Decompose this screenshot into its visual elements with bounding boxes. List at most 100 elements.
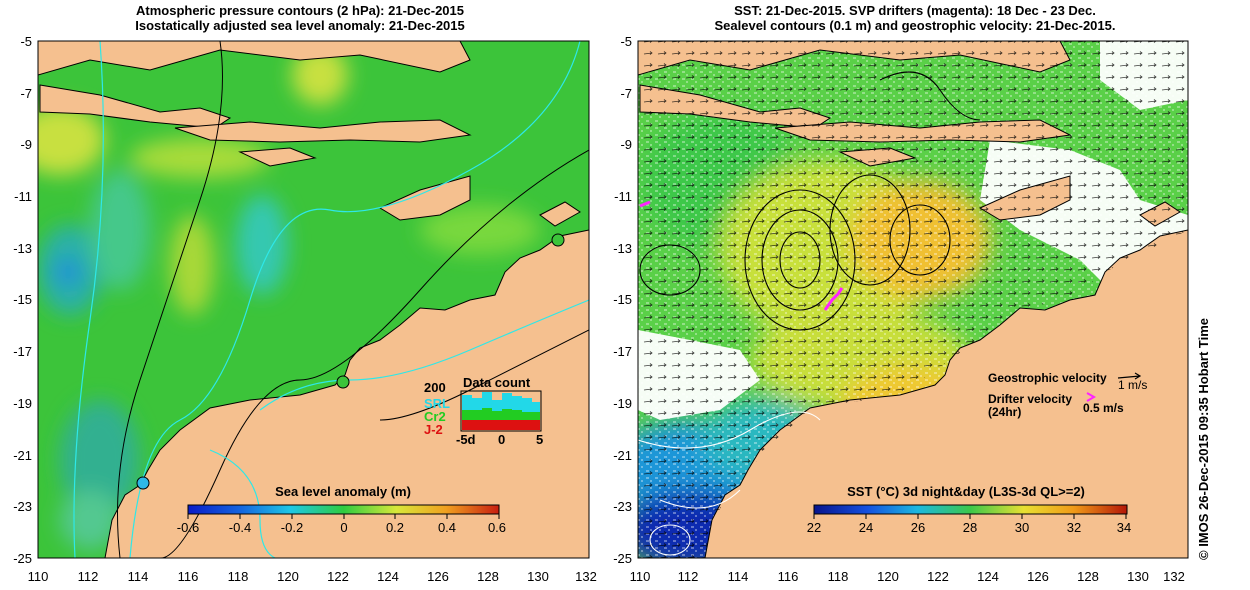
left-xtick: 122 — [327, 569, 349, 584]
sla-colorbar-tick: 0 — [340, 520, 347, 535]
sla-colorbar-tick: 0.2 — [386, 520, 404, 535]
sst-colorbar-tick: 22 — [807, 520, 821, 535]
sst-map: -5 -7 -9 -11 -13 -15 -17 -19 -21 -23 -25… — [613, 34, 1189, 584]
left-title-line1: Atmospheric pressure contours (2 hPa): 2… — [136, 3, 464, 18]
right-xtick: 120 — [877, 569, 899, 584]
sst-colorbar: SST (°C) 3d night&day (L3S-3d QL>=2) 22 … — [807, 484, 1131, 535]
right-ytick: -19 — [613, 396, 632, 411]
data-count-bars — [460, 390, 542, 432]
left-xtick: 128 — [477, 569, 499, 584]
right-ytick: -13 — [613, 241, 632, 256]
right-xtick: 124 — [977, 569, 999, 584]
right-ytick: -15 — [613, 292, 632, 307]
right-title-line1: SST: 21-Dec-2015. SVP drifters (magenta)… — [734, 3, 1096, 18]
geostrophic-velocity-label: Geostrophic velocity — [988, 371, 1107, 385]
land-masses — [38, 41, 589, 558]
left-ytick: -15 — [13, 292, 32, 307]
right-ytick: -9 — [620, 137, 632, 152]
right-xtick: 126 — [1027, 569, 1049, 584]
sla-anomaly-field — [38, 45, 540, 550]
left-xtick: 124 — [377, 569, 399, 584]
series-label-cr2: Cr2 — [424, 409, 446, 424]
left-xtick: 116 — [178, 569, 199, 584]
drifter-arrow-icon — [1086, 392, 1097, 402]
sea-level-map: -5 -7 -9 -11 -13 -15 -17 -19 -21 -23 -25… — [13, 34, 597, 584]
sla-colorbar-tick: 0.6 — [488, 520, 506, 535]
right-title: SST: 21-Dec-2015. SVP drifters (magenta)… — [660, 3, 1170, 33]
sst-colorbar-tick: 26 — [911, 520, 925, 535]
sst-colorbar-tick: 28 — [963, 520, 977, 535]
left-ytick: -7 — [20, 86, 32, 101]
left-xtick: 112 — [78, 569, 99, 584]
timestamp-text: © IMOS 26-Dec-2015 09:35 Hobart Time — [1196, 318, 1211, 560]
right-ytick: -21 — [613, 448, 632, 463]
velocity-legend: Geostrophic velocity 1 m/s Drifter veloc… — [988, 371, 1147, 419]
left-y-axis: -5 -7 -9 -11 -13 -15 -17 -19 -21 -23 -25 — [13, 34, 32, 566]
left-xtick: 132 — [575, 569, 597, 584]
data-count-xtick: 0 — [498, 432, 505, 447]
sealevel-contours — [639, 71, 981, 331]
left-title-line2: Isostatically adjusted sea level anomaly… — [135, 18, 465, 33]
sla-colorbar: Sea level anomaly (m) -0.6 -0.4 -0.2 0 0… — [177, 484, 506, 535]
left-ytick: -19 — [13, 396, 32, 411]
left-xtick: 126 — [427, 569, 449, 584]
left-ytick: -21 — [13, 448, 32, 463]
velocity-vectors — [638, 41, 1188, 558]
right-xtick: 118 — [828, 569, 849, 584]
data-count-inset: Data count 200 SRL Cr2 J-2 -5d 0 5 — [424, 375, 543, 447]
data-count-xtick: 5 — [536, 432, 543, 447]
left-xtick: 118 — [228, 569, 249, 584]
right-xtick: 130 — [1127, 569, 1149, 584]
sst-colorbar-tick: 24 — [859, 520, 873, 535]
left-ytick: -25 — [13, 551, 32, 566]
right-ytick: -5 — [620, 34, 632, 49]
right-title-line2: Sealevel contours (0.1 m) and geostrophi… — [714, 18, 1116, 33]
drifter-velocity-sub: (24hr) — [988, 405, 1021, 419]
drifter-tracks — [639, 200, 844, 311]
series-label-srl: SRL — [424, 396, 450, 411]
left-ytick: -13 — [13, 241, 32, 256]
left-xtick: 130 — [527, 569, 549, 584]
right-ytick: -25 — [613, 551, 632, 566]
series-label-j2: J-2 — [424, 422, 443, 437]
sla-colorbar-tick: -0.6 — [177, 520, 199, 535]
data-count-scale: 200 — [424, 380, 446, 395]
sla-colorbar-title: Sea level anomaly (m) — [275, 484, 411, 499]
sla-colorbar-tick: 0.4 — [438, 520, 456, 535]
data-count-xtick: -5d — [456, 432, 476, 447]
sla-colorbar-tick: -0.4 — [229, 520, 251, 535]
right-xtick: 112 — [678, 569, 699, 584]
drifter-velocity-scale: 0.5 m/s — [1083, 401, 1124, 415]
pressure-contours — [117, 41, 589, 558]
left-xtick: 110 — [28, 569, 49, 584]
left-xtick: 114 — [128, 569, 149, 584]
sst-contours — [638, 411, 821, 556]
timestamp-sidebar: © IMOS 26-Dec-2015 09:35 Hobart Time — [1192, 290, 1216, 560]
drifter-velocity-label: Drifter velocity — [988, 392, 1072, 406]
right-ytick: -11 — [614, 189, 632, 204]
right-xtick: 114 — [728, 569, 749, 584]
left-ytick: -5 — [20, 34, 32, 49]
left-ytick: -11 — [14, 189, 32, 204]
bathymetry-contours — [73, 41, 589, 558]
sst-colorbar-tick: 34 — [1117, 520, 1131, 535]
right-xtick: 110 — [630, 569, 651, 584]
right-xtick: 132 — [1163, 569, 1185, 584]
geostrophic-velocity-scale: 1 m/s — [1118, 378, 1147, 392]
left-ytick: -23 — [13, 499, 32, 514]
right-xtick: 116 — [778, 569, 799, 584]
sst-colorbar-title: SST (°C) 3d night&day (L3S-3d QL>=2) — [847, 484, 1085, 499]
sst-colorbar-tick: 32 — [1067, 520, 1081, 535]
right-y-axis: -5 -7 -9 -11 -13 -15 -17 -19 -21 -23 -25 — [613, 34, 632, 566]
right-x-axis: 110 112 114 116 118 120 122 124 126 128 … — [630, 569, 1185, 584]
right-xtick: 128 — [1077, 569, 1099, 584]
right-xtick: 122 — [927, 569, 949, 584]
left-xtick: 120 — [277, 569, 299, 584]
right-ytick: -17 — [613, 344, 632, 359]
left-x-axis: 110 112 114 116 118 120 122 124 126 128 … — [28, 569, 597, 584]
sst-colorbar-tick: 30 — [1015, 520, 1029, 535]
left-ytick: -17 — [13, 344, 32, 359]
left-ytick: -9 — [20, 137, 32, 152]
left-title: Atmospheric pressure contours (2 hPa): 2… — [90, 3, 510, 33]
right-ytick: -23 — [613, 499, 632, 514]
